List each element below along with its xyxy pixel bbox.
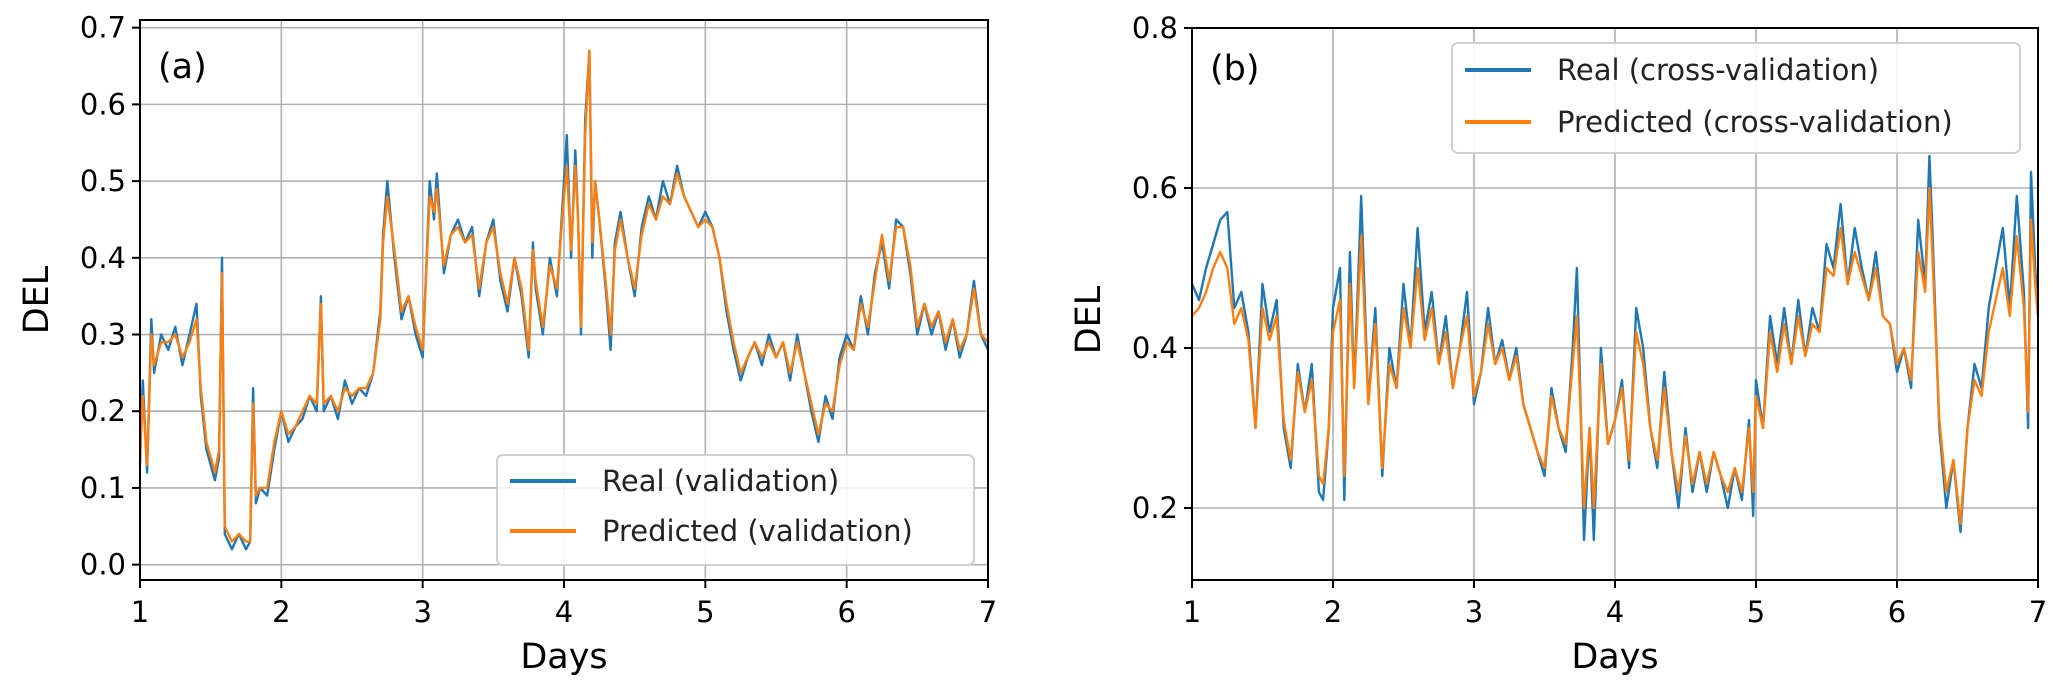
x-tick-label: 7 bbox=[979, 595, 997, 629]
legend: Real (cross-validation) Predicted (cross… bbox=[1451, 42, 2021, 154]
y-tick-label: 0.6 bbox=[1132, 171, 1178, 205]
x-tick-label: 1 bbox=[131, 595, 149, 629]
y-tick-label: 0.4 bbox=[80, 241, 126, 275]
x-tick-label: 7 bbox=[2029, 595, 2047, 629]
panel-label: (b) bbox=[1210, 49, 1260, 89]
legend-box bbox=[496, 454, 975, 566]
x-tick-label: 5 bbox=[1747, 595, 1765, 629]
x-tick-label: 2 bbox=[272, 595, 290, 629]
legend-label-real: Real (cross-validation) bbox=[1557, 53, 1879, 87]
y-tick-label: 0.8 bbox=[1132, 11, 1178, 45]
x-tick-label: 6 bbox=[1888, 595, 1906, 629]
y-tick-label: 0.2 bbox=[80, 394, 126, 428]
y-tick-label: 0.7 bbox=[80, 11, 126, 45]
panel-label: (a) bbox=[158, 47, 207, 87]
y-tick-label: 0.0 bbox=[80, 548, 126, 582]
x-axis-label: Days bbox=[1571, 637, 1658, 677]
series-line-predicted bbox=[138, 49, 989, 543]
y-tick-label: 0.1 bbox=[80, 471, 126, 505]
chart-b: 1 2 3 4 5 6 7 0.2 0.4 0.6 0.8 (b) Days DEL Real (c… bbox=[1069, 11, 2047, 677]
x-tick-label: 6 bbox=[837, 595, 855, 629]
y-tick-label: 0.3 bbox=[80, 318, 126, 352]
legend-label-predicted: Predicted (validation) bbox=[602, 514, 913, 548]
y-tick-label: 0.5 bbox=[80, 164, 126, 198]
x-tick-label: 3 bbox=[1465, 595, 1483, 629]
x-tick-label: 4 bbox=[1606, 595, 1624, 629]
y-tick-label: 0.2 bbox=[1132, 491, 1178, 525]
y-axis-label: DEL bbox=[17, 265, 57, 334]
legend-label-predicted: Predicted (cross-validation) bbox=[1557, 105, 1953, 139]
y-tick-label: 0.6 bbox=[80, 87, 126, 121]
chart-a: 1 2 3 4 5 6 7 0.0 0.1 0.2 0.3 0.4 0.5 0.6 0.7 (a) Days… bbox=[17, 11, 997, 677]
legend: Real (validation) Predicted (validation) bbox=[496, 454, 975, 566]
legend-label-real: Real (validation) bbox=[602, 464, 839, 498]
legend-box bbox=[1451, 42, 2021, 154]
series-line-predicted bbox=[1191, 186, 2040, 526]
y-tick-label: 0.4 bbox=[1132, 331, 1178, 365]
x-tick-label: 5 bbox=[696, 595, 714, 629]
x-tick-label: 3 bbox=[413, 595, 431, 629]
x-tick-label: 1 bbox=[1183, 595, 1201, 629]
x-tick-label: 4 bbox=[555, 595, 573, 629]
x-tick-label: 2 bbox=[1324, 595, 1342, 629]
x-axis-label: Days bbox=[520, 637, 607, 677]
y-axis-label: DEL bbox=[1069, 285, 1109, 354]
